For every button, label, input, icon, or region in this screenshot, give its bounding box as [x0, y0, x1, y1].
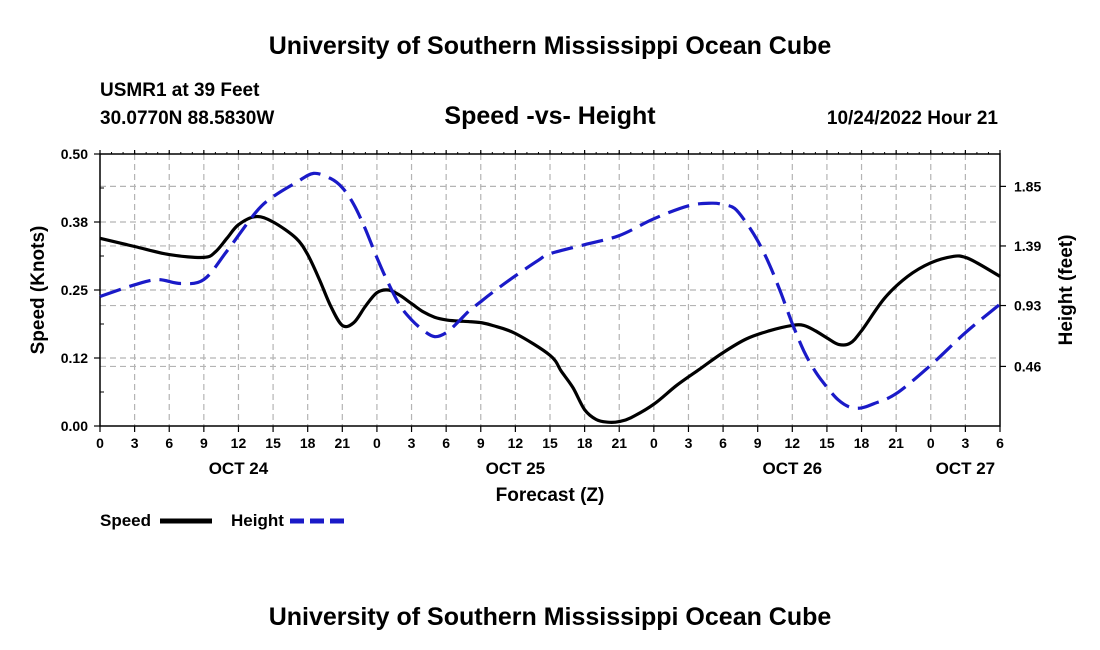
series-line-height: [99, 171, 1002, 410]
x-tick-label: 15: [819, 435, 835, 451]
y-left-tick-label: 0.25: [61, 282, 88, 298]
footer-title: University of Southern Mississippi Ocean…: [269, 603, 832, 631]
x-tick-label: 9: [754, 435, 762, 451]
x-tick-label: 18: [577, 435, 593, 451]
location-label: 30.0770N 88.5830W: [100, 108, 274, 129]
x-tick-labels: 0 3 6 9 12 15 18 21 0 3 6 9 12 15 18 21 0 3 6 9 12 15 18 21 0 3 6: [96, 435, 1004, 451]
x-tick-label: 21: [888, 435, 904, 451]
series-layer: [99, 171, 1002, 424]
x-tick-label: 12: [231, 435, 247, 451]
y-right-tick-label: 0.93: [1014, 298, 1041, 314]
date-label: OCT 26: [763, 459, 823, 478]
x-tick-label: 9: [200, 435, 208, 451]
y-right-tick-label: 1.39: [1014, 238, 1041, 254]
series-line-speed: [99, 214, 1001, 424]
x-tick-label: 6: [165, 435, 173, 451]
x-tick-label: 18: [854, 435, 870, 451]
date-label: OCT 25: [486, 459, 546, 478]
y-right-tick-label: 0.46: [1014, 358, 1041, 374]
chart-title: University of Southern Mississippi Ocean…: [269, 32, 832, 60]
chart-subtitle: Speed -vs- Height: [444, 102, 656, 130]
x-tick-label: 6: [442, 435, 450, 451]
x-tick-label: 9: [477, 435, 485, 451]
timestamp-label: 10/24/2022 Hour 21: [827, 108, 999, 129]
x-tick-label: 15: [265, 435, 281, 451]
x-tick-label: 21: [611, 435, 627, 451]
x-axis-label: Forecast (Z): [496, 485, 605, 506]
x-tick-label: 3: [408, 435, 416, 451]
y-left-tick-label: 0.12: [61, 350, 88, 366]
grid-lines: [100, 154, 1000, 426]
legend: Speed Height: [100, 511, 344, 530]
x-tick-label: 6: [719, 435, 727, 451]
y-left-tick-label: 0.00: [61, 418, 88, 434]
x-tick-label: 0: [373, 435, 381, 451]
legend-label-height: Height: [231, 511, 284, 530]
x-tick-label: 18: [300, 435, 316, 451]
station-label: USMR1 at 39 Feet: [100, 80, 260, 101]
date-label: OCT 24: [209, 459, 269, 478]
legend-label-speed: Speed: [100, 511, 151, 530]
x-tick-label: 3: [685, 435, 693, 451]
y-right-tick-label: 1.85: [1014, 178, 1041, 194]
x-tick-label: 0: [96, 435, 104, 451]
x-tick-label: 6: [996, 435, 1004, 451]
y-left-tick-label: 0.38: [61, 214, 88, 230]
date-label: OCT 27: [936, 459, 996, 478]
x-tick-label: 0: [650, 435, 658, 451]
left-tick-labels: 0.00 0.12 0.25 0.38 0.50: [61, 146, 88, 434]
date-labels: OCT 24 OCT 25 OCT 26 OCT 27: [209, 459, 995, 478]
x-tick-label: 3: [131, 435, 139, 451]
plot-frame: [99, 153, 1001, 427]
x-tick-label: 12: [508, 435, 524, 451]
x-tick-label: 21: [335, 435, 351, 451]
x-tick-label: 15: [542, 435, 558, 451]
x-tick-label: 3: [961, 435, 969, 451]
y-left-tick-label: 0.50: [61, 146, 88, 162]
x-tick-label: 0: [927, 435, 935, 451]
y-axis-left-label: Speed (Knots): [28, 226, 49, 355]
x-tick-label: 12: [785, 435, 801, 451]
right-tick-labels: 0.46 0.93 1.39 1.85: [1014, 178, 1041, 374]
y-axis-right-label: Height (feet): [1056, 235, 1077, 346]
